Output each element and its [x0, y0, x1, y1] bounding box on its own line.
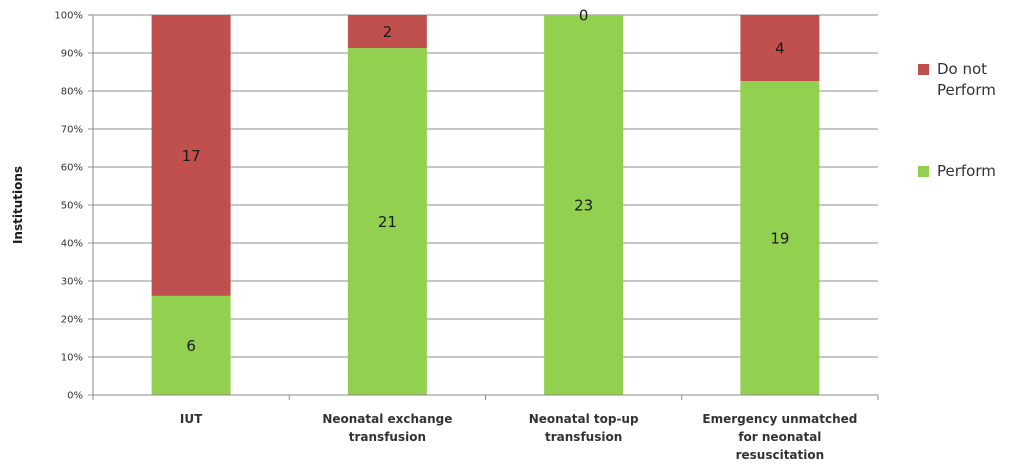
y-axis-title: Institutions: [11, 166, 25, 244]
data-label: 21: [378, 213, 397, 231]
y-tick-label: 40%: [61, 239, 83, 250]
y-tick-label: 80%: [61, 87, 83, 98]
x-category-label-line: transfusion: [349, 430, 426, 444]
legend-swatch: [918, 166, 929, 177]
data-label: 0: [579, 7, 589, 25]
x-category-label-line: transfusion: [545, 430, 622, 444]
data-label: 23: [574, 197, 593, 215]
bar-segment-do-not-perform: [347, 15, 427, 49]
legend-label-line: Perform: [937, 162, 996, 180]
data-label: 2: [383, 23, 393, 41]
y-tick-label: 0%: [67, 391, 83, 402]
x-category-label: Neonatal exchange transfusion: [322, 412, 452, 444]
y-tick-label: 30%: [61, 277, 83, 288]
y-tick-label: 50%: [61, 201, 83, 212]
x-category-label: Neonatal top-up transfusion: [529, 412, 639, 444]
data-label: 19: [770, 230, 789, 248]
bars: [151, 15, 820, 395]
data-label: 4: [775, 40, 785, 58]
y-tick-label: 70%: [61, 125, 83, 136]
x-category-label-line: Emergency unmatched: [702, 412, 857, 426]
x-category-label-line: Neonatal top-up: [529, 412, 639, 426]
y-tick-label: 60%: [61, 163, 83, 174]
legend-label: Perform: [937, 162, 996, 180]
legend: Do not Perform Perform: [918, 60, 996, 180]
bar-segment-perform: [740, 81, 820, 395]
legend-label-line: Perform: [937, 81, 996, 99]
bar-segment-perform: [151, 295, 231, 395]
legend-swatch: [918, 64, 929, 75]
y-tick-label: 20%: [61, 315, 83, 326]
bar-segment-do-not-perform: [740, 15, 820, 82]
y-tick-label: 90%: [61, 49, 83, 60]
legend-label: Do not Perform: [937, 60, 996, 99]
data-label: 6: [186, 337, 196, 355]
bar-segment-do-not-perform: [151, 15, 231, 296]
x-category-label-line: IUT: [180, 412, 203, 426]
bar-segment-perform: [347, 48, 427, 395]
x-category-label-line: Neonatal exchange: [322, 412, 452, 426]
y-tick-label: 10%: [61, 353, 83, 364]
data-label: 17: [182, 147, 201, 165]
legend-label-line: Do not: [937, 60, 987, 78]
x-category-label: Emergency unmatched for neonatal resuscita…: [702, 412, 857, 462]
bar-segment-perform: [544, 15, 624, 395]
x-category-label: IUT: [180, 412, 203, 426]
data-labels: 6 17 21 2 23 0 19 4: [182, 7, 790, 355]
axes: 0% 10% 20% 30% 40% 50% 60% 70% 80% 90% 100% IUT Neon…: [54, 11, 879, 462]
x-category-label-line: resuscitation: [736, 448, 825, 462]
y-tick-label: 100%: [54, 11, 83, 22]
x-category-label-line: for neonatal: [738, 430, 821, 444]
